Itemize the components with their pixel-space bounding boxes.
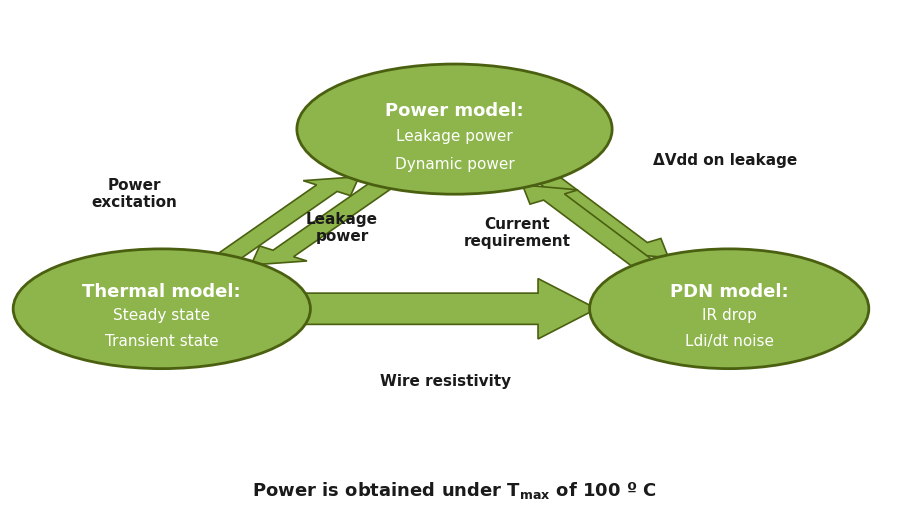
- Text: Steady state: Steady state: [114, 308, 210, 323]
- Text: Thermal model:: Thermal model:: [83, 283, 241, 301]
- Text: ΔVdd on leakage: ΔVdd on leakage: [653, 153, 797, 168]
- Ellipse shape: [297, 64, 612, 194]
- Polygon shape: [536, 175, 668, 258]
- Text: Dynamic power: Dynamic power: [395, 157, 514, 172]
- Text: Power is obtained under T$_{\mathregular{max}}$ of 100 º C: Power is obtained under T$_{\mathregular…: [252, 480, 657, 501]
- Text: Ldi/dt noise: Ldi/dt noise: [684, 334, 774, 349]
- Text: Wire resistivity: Wire resistivity: [380, 374, 511, 389]
- Text: Leakage
power: Leakage power: [306, 212, 378, 244]
- Polygon shape: [251, 181, 393, 265]
- Text: Leakage power: Leakage power: [396, 130, 513, 144]
- Text: Power model:: Power model:: [385, 102, 524, 120]
- Polygon shape: [217, 177, 359, 261]
- Ellipse shape: [13, 249, 310, 369]
- Text: Transient state: Transient state: [105, 334, 218, 349]
- Text: PDN model:: PDN model:: [670, 283, 788, 301]
- Polygon shape: [303, 279, 596, 339]
- Ellipse shape: [590, 249, 869, 369]
- Polygon shape: [523, 185, 654, 268]
- Text: Power
excitation: Power excitation: [92, 178, 177, 211]
- Text: Current
requirement: Current requirement: [464, 217, 571, 250]
- Text: IR drop: IR drop: [702, 308, 756, 323]
